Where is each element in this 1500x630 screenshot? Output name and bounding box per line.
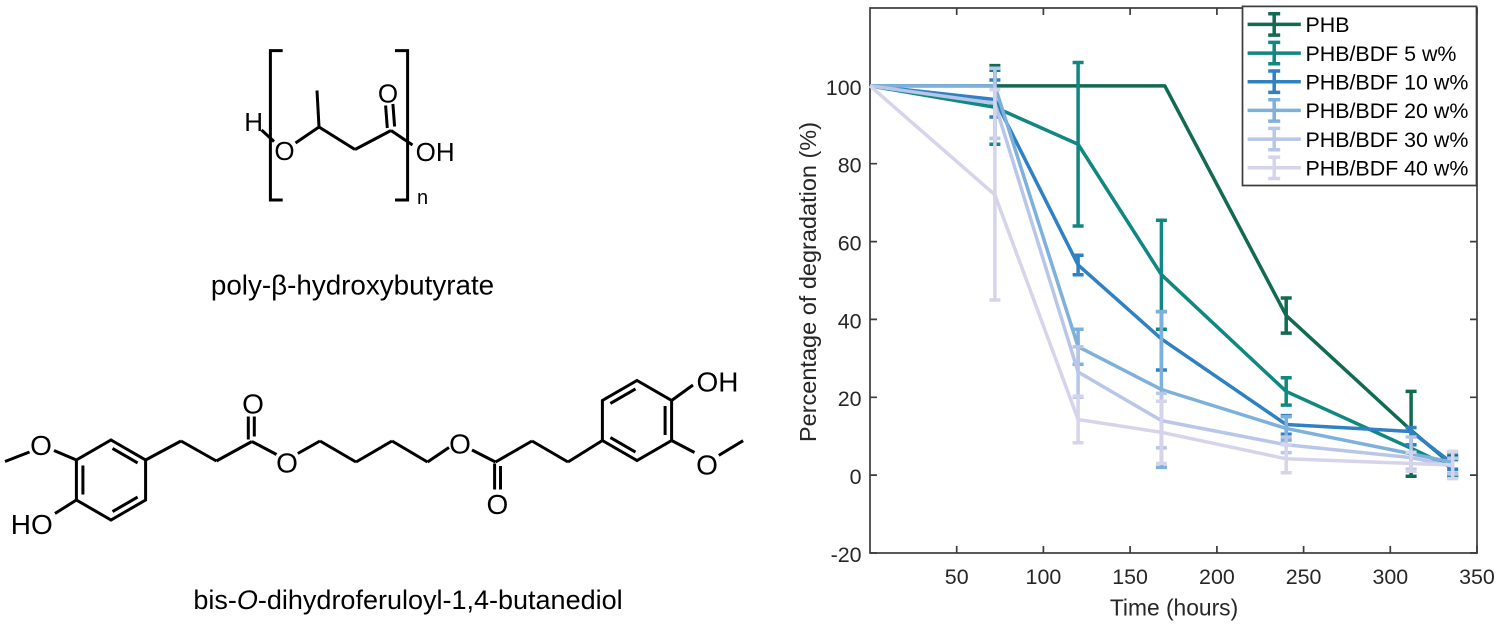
svg-text:O: O — [276, 447, 298, 478]
svg-text:PHB/BDF 40 w%: PHB/BDF 40 w% — [1306, 157, 1469, 181]
svg-text:H: H — [244, 107, 263, 137]
svg-text:HO: HO — [11, 509, 53, 540]
svg-text:O: O — [449, 429, 471, 460]
svg-text:40: 40 — [838, 309, 862, 333]
svg-text:PHB/BDF 10 w%: PHB/BDF 10 w% — [1306, 71, 1469, 95]
svg-text:O: O — [696, 449, 718, 480]
svg-text:OH: OH — [416, 137, 455, 167]
svg-text:100: 100 — [826, 76, 862, 100]
svg-text:80: 80 — [838, 154, 862, 178]
svg-text:20: 20 — [838, 387, 862, 411]
svg-text:O: O — [242, 388, 264, 419]
svg-text:150: 150 — [1112, 565, 1148, 589]
svg-text:O: O — [30, 430, 52, 461]
svg-text:O: O — [274, 136, 294, 166]
svg-text:PHB/BDF 30 w%: PHB/BDF 30 w% — [1306, 128, 1469, 152]
svg-text:50: 50 — [945, 565, 969, 589]
svg-text:300: 300 — [1372, 565, 1408, 589]
svg-text:100: 100 — [1026, 565, 1062, 589]
svg-text:200: 200 — [1199, 565, 1235, 589]
svg-text:250: 250 — [1286, 565, 1322, 589]
svg-text:PHB: PHB — [1306, 13, 1350, 37]
svg-text:O: O — [378, 78, 398, 108]
svg-text:60: 60 — [838, 232, 862, 256]
svg-text:O: O — [487, 489, 509, 520]
svg-text:350: 350 — [1459, 565, 1495, 589]
svg-text:poly-β-hydroxybutyrate: poly-β-hydroxybutyrate — [211, 270, 494, 301]
svg-text:-20: -20 — [831, 543, 862, 567]
svg-text:0: 0 — [850, 465, 862, 489]
svg-text:Time (hours): Time (hours) — [1110, 595, 1238, 621]
svg-text:PHB/BDF 20 w%: PHB/BDF 20 w% — [1306, 99, 1469, 123]
svg-text:Percentage of degradation (%): Percentage of degradation (%) — [795, 122, 821, 442]
svg-text:OH: OH — [697, 367, 739, 398]
svg-text:PHB/BDF 5 w%: PHB/BDF 5 w% — [1306, 42, 1457, 66]
svg-text:n: n — [417, 187, 428, 209]
svg-text:bis-O-dihydroferuloyl-1,4-buta: bis-O-dihydroferuloyl-1,4-butanediol — [193, 585, 622, 615]
